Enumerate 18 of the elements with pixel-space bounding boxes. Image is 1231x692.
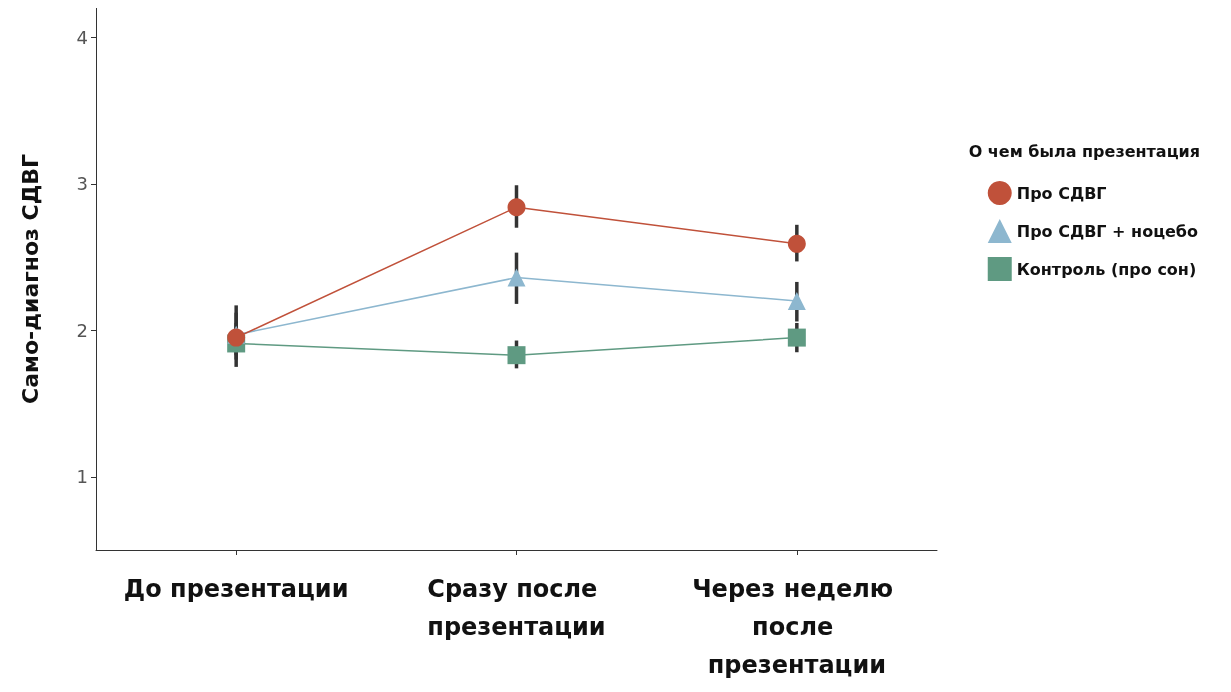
x-tick-label: До презентации — [123, 575, 349, 603]
point — [787, 328, 806, 347]
y-tick-label: 1 — [76, 466, 88, 488]
legend-label: Про СДВГ + ноцебо — [1016, 221, 1199, 241]
y-tick-label: 2 — [76, 319, 88, 341]
y-axis-title: Само-диагноз СДВГ — [17, 153, 43, 405]
point — [787, 291, 806, 310]
legend-title: О чем была презентация — [968, 141, 1200, 161]
point — [507, 198, 526, 217]
point — [787, 234, 806, 253]
x-tick-label: Через неделю после презентации — [692, 575, 902, 679]
point — [507, 268, 526, 287]
legend-label: Про СДВГ — [1016, 183, 1107, 203]
legend-label: Контроль (про сон) — [1016, 259, 1197, 279]
y-tick-label: 4 — [76, 26, 88, 48]
point — [507, 346, 526, 365]
y-tick-label: 3 — [76, 173, 88, 195]
x-tick-label: Сразу после презентации — [427, 575, 606, 641]
